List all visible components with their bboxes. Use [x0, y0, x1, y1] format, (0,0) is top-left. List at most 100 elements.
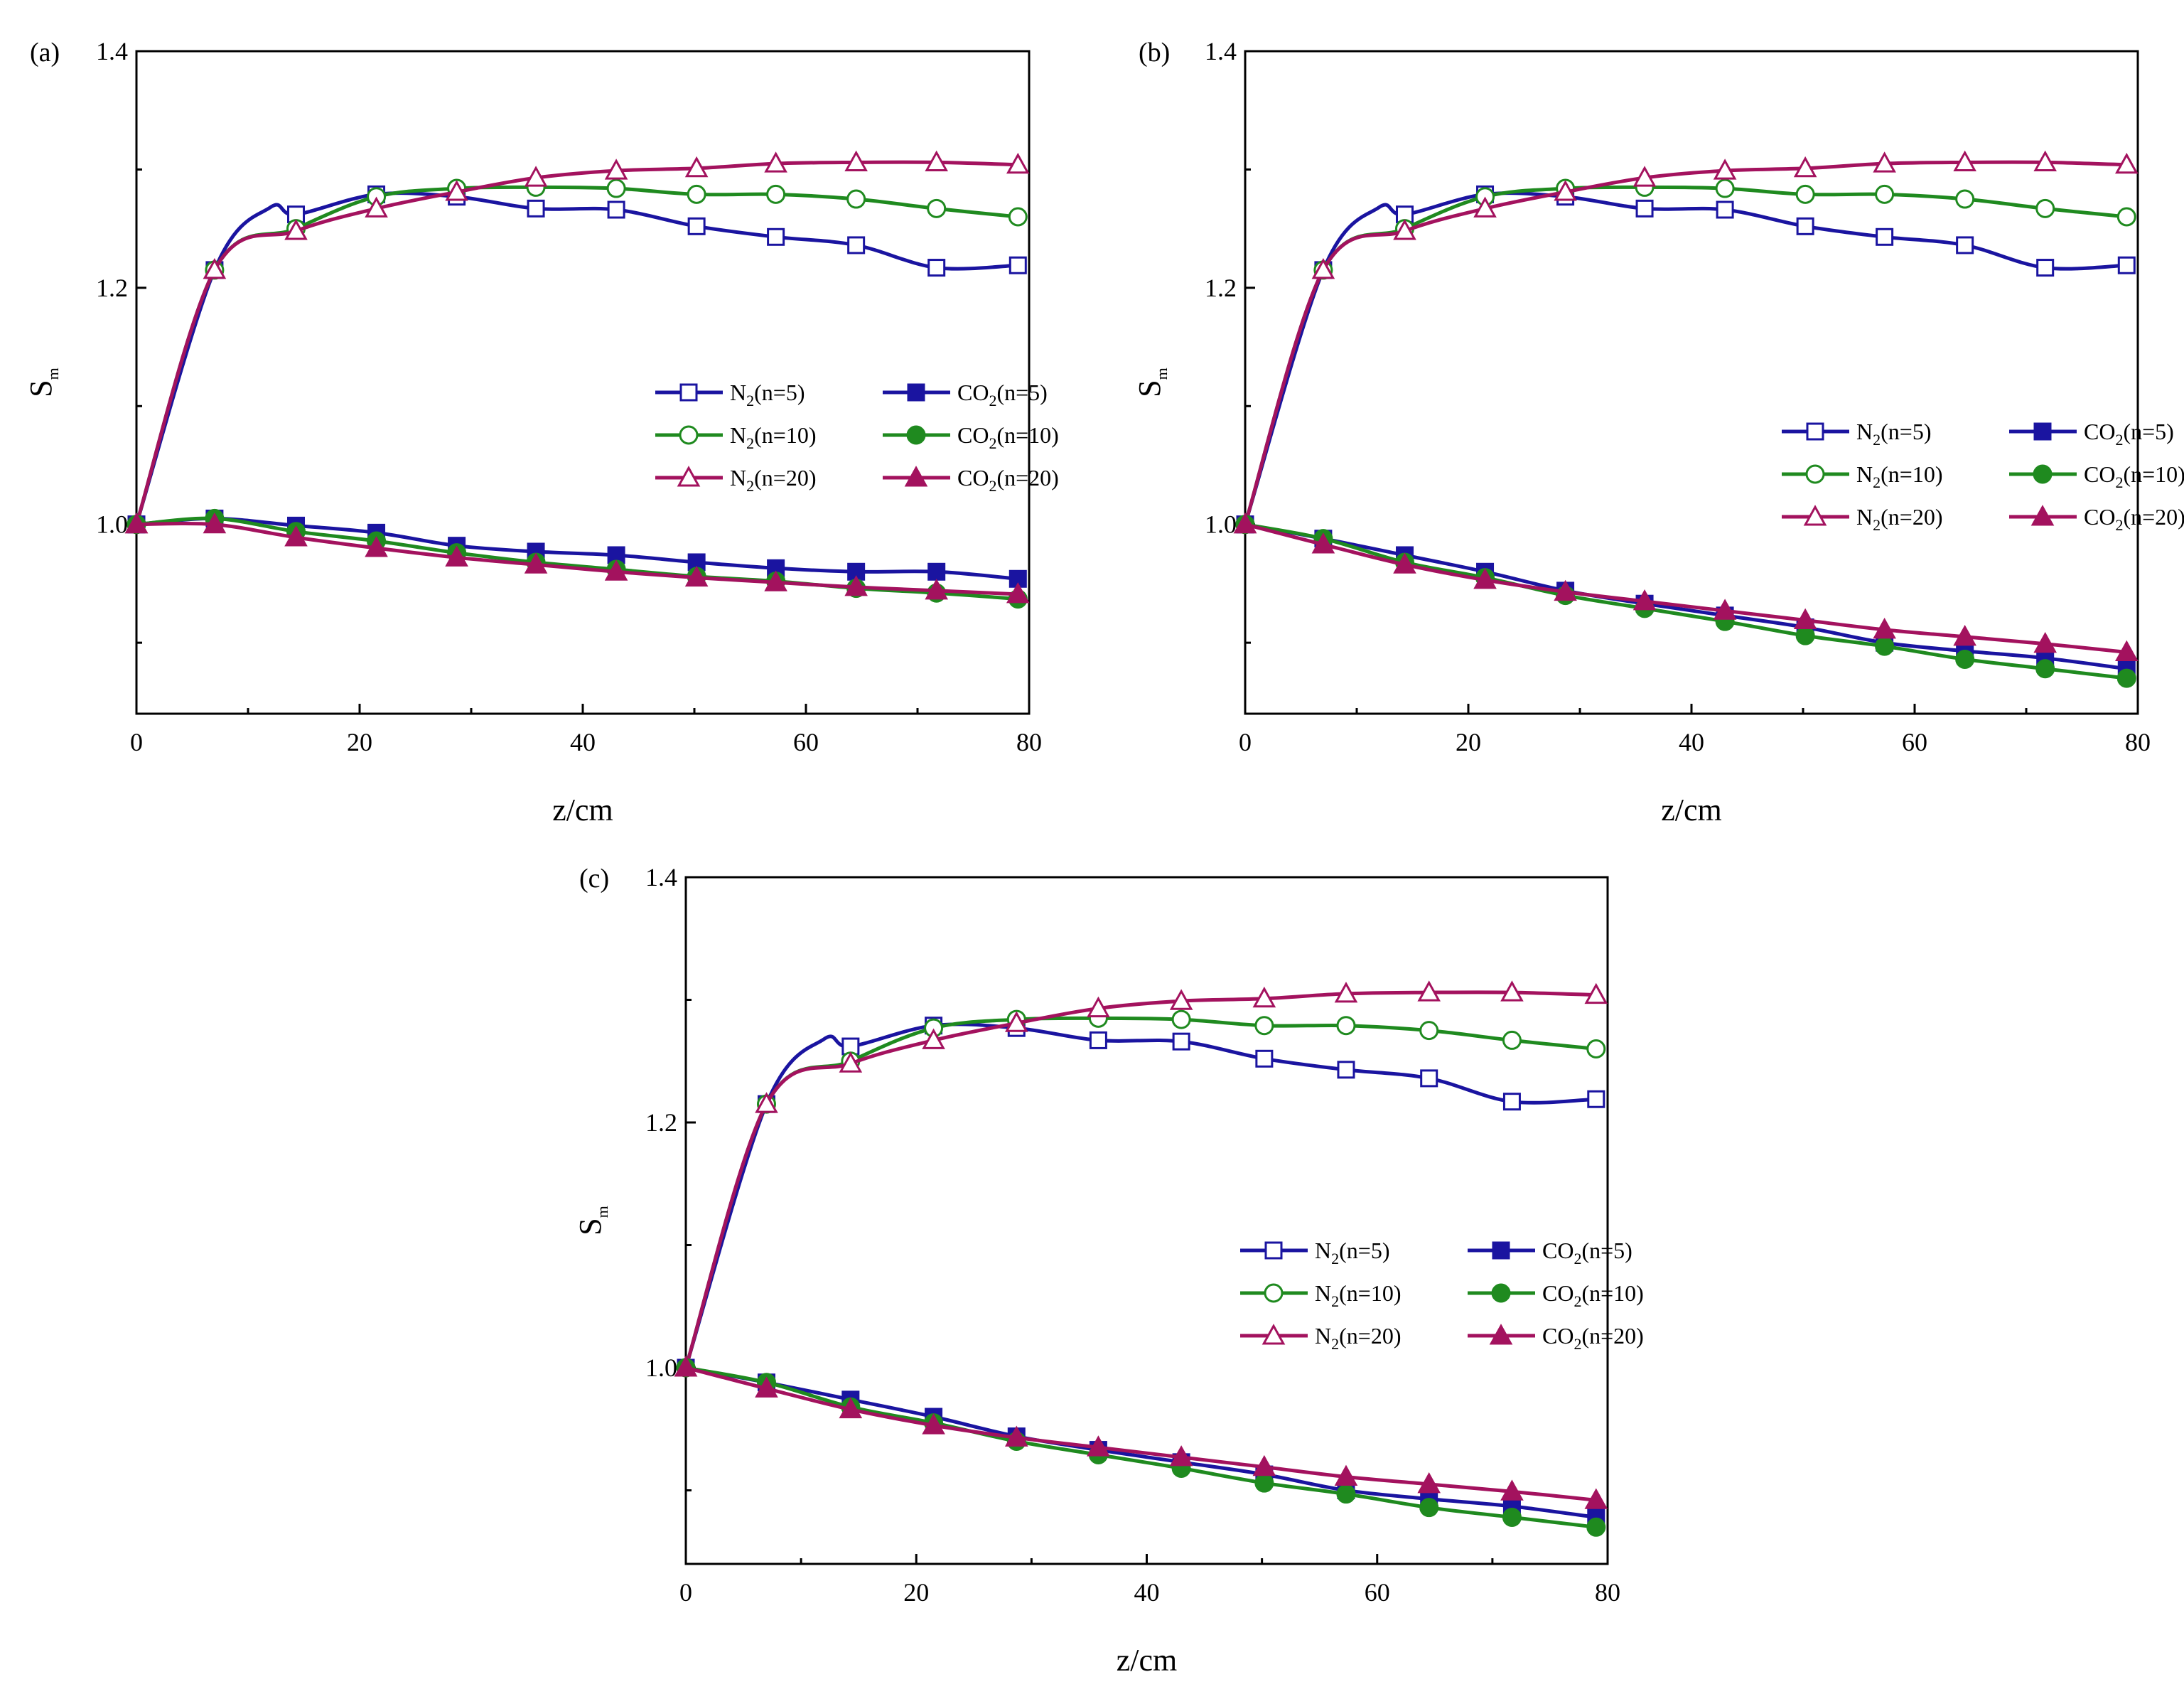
- legend-item: N2(n=10): [655, 422, 816, 452]
- series-line: [1243, 160, 2129, 527]
- data-point-marker: [1584, 1488, 1608, 1509]
- legend-marker: [677, 466, 701, 487]
- data-point-marker: [524, 552, 548, 574]
- data-point-marker: [1953, 624, 1976, 646]
- legend-item: N2(n=5): [1782, 419, 1931, 449]
- data-point-marker: [1254, 1473, 1274, 1493]
- y-tick-label: 1.2: [96, 274, 128, 302]
- series-line: [684, 1366, 1598, 1502]
- series-co2-n-5-: [677, 1358, 1605, 1526]
- series-line: [684, 1022, 1598, 1370]
- data-point-marker: [124, 512, 149, 534]
- data-point-marker: [1500, 980, 1524, 1002]
- series-co2-n-20-: [674, 1356, 1608, 1509]
- legend-item: CO2(n=5): [2009, 419, 2174, 449]
- data-point-marker: [527, 199, 545, 218]
- series-co2-n-5-: [1236, 515, 2136, 678]
- legend-item: CO2(n=10): [1468, 1280, 1644, 1310]
- series-line: [1243, 522, 2129, 671]
- data-point-marker: [2117, 256, 2136, 274]
- series-line: [134, 521, 1020, 596]
- data-point-marker: [1255, 1049, 1274, 1068]
- y-tick-label: 1.0: [1205, 510, 1237, 539]
- legend-marker: [1492, 1241, 1510, 1260]
- legend-marker: [1264, 1241, 1283, 1260]
- legend-label: CO2(n=5): [2084, 419, 2174, 449]
- legend-item: CO2(n=5): [1468, 1238, 1632, 1267]
- x-axis-title: z/cm: [1117, 1643, 1178, 1678]
- data-point-marker: [365, 536, 388, 557]
- data-point-marker: [2115, 152, 2139, 174]
- x-tick-label: 0: [679, 1578, 692, 1607]
- x-tick-label: 40: [1134, 1578, 1160, 1607]
- data-point-marker: [1795, 626, 1815, 645]
- series-co2-n-10-: [1235, 515, 2136, 688]
- data-point-marker: [2033, 631, 2057, 653]
- data-point-marker: [755, 1092, 778, 1113]
- series-co2-n-5-: [127, 509, 1027, 588]
- x-tick-label: 40: [1679, 728, 1704, 756]
- legend-label: CO2(n=20): [957, 465, 1059, 495]
- data-point-marker: [844, 575, 868, 596]
- data-point-marker: [524, 166, 548, 187]
- data-point-marker: [764, 151, 787, 173]
- data-point-marker: [284, 219, 308, 240]
- data-point-marker: [1500, 1479, 1524, 1501]
- data-point-marker: [1502, 1030, 1522, 1050]
- data-point-marker: [1586, 1039, 1606, 1058]
- data-point-marker: [1393, 219, 1416, 240]
- data-point-marker: [1006, 152, 1030, 174]
- data-point-marker: [1876, 227, 1894, 246]
- data-point-marker: [1336, 1016, 1356, 1036]
- data-point-marker: [1004, 1425, 1028, 1447]
- data-point-marker: [1336, 1484, 1356, 1504]
- series-n2-n-10-: [1235, 177, 2136, 535]
- data-point-marker: [927, 259, 946, 277]
- legend-label: N2(n=10): [730, 422, 816, 452]
- data-point-marker: [1554, 180, 1577, 201]
- data-point-marker: [1586, 1517, 1606, 1537]
- y-tick-label: 1.0: [96, 510, 128, 539]
- data-point-marker: [1587, 1090, 1605, 1108]
- series-co2-n-10-: [676, 1358, 1606, 1537]
- data-point-marker: [203, 258, 227, 279]
- data-point-marker: [767, 227, 785, 246]
- data-point-marker: [1417, 1472, 1441, 1494]
- data-point-marker: [684, 565, 709, 587]
- x-axis-title: z/cm: [1661, 793, 1722, 827]
- legend-marker: [1806, 422, 1824, 441]
- data-point-marker: [847, 236, 866, 254]
- data-point-marker: [1087, 996, 1110, 1018]
- legend-item: N2(n=5): [1240, 1238, 1389, 1267]
- legend-marker: [679, 425, 699, 445]
- data-point-marker: [1233, 512, 1257, 534]
- legend-label: CO2(n=5): [1542, 1238, 1632, 1267]
- legend-marker: [1803, 505, 1827, 526]
- data-point-marker: [1795, 184, 1815, 204]
- data-point-marker: [1334, 982, 1358, 1003]
- data-point-marker: [1419, 1498, 1439, 1518]
- data-point-marker: [1473, 196, 1497, 218]
- legend-label: N2(n=10): [1856, 461, 1942, 491]
- y-axis-title: Sm: [573, 1206, 611, 1235]
- legend-label: N2(n=5): [1315, 1238, 1389, 1267]
- data-point-marker: [1956, 236, 1974, 254]
- data-point-marker: [1417, 980, 1441, 1002]
- y-axis-title: Sm: [23, 368, 62, 397]
- series-line: [1243, 191, 2129, 527]
- data-point-marker: [1955, 649, 1975, 669]
- data-point-marker: [1393, 552, 1416, 574]
- series-n2-n-20-: [1233, 150, 2139, 534]
- legend-label: CO2(n=20): [1542, 1323, 1644, 1353]
- data-point-marker: [606, 178, 626, 198]
- data-point-marker: [1875, 184, 1895, 204]
- chart-panel-2: (b) 0 20 40 60 80 1.0 1.2 1.4 z/cm Sm N2(n=5) CO2(n=…: [1132, 37, 2184, 827]
- legend-item: CO2(n=20): [2009, 504, 2184, 534]
- data-point-marker: [1169, 1445, 1193, 1467]
- legend-marker: [2033, 422, 2052, 441]
- data-point-marker: [1873, 151, 1896, 173]
- data-point-marker: [674, 1356, 698, 1377]
- data-point-marker: [1875, 636, 1895, 656]
- data-point-marker: [2035, 198, 2055, 218]
- chart-panel-1: (a) 0 20 40 60 80 1.0 1.2 1.4 z/cm Sm N2(n=5) CO2(n=…: [23, 37, 1059, 827]
